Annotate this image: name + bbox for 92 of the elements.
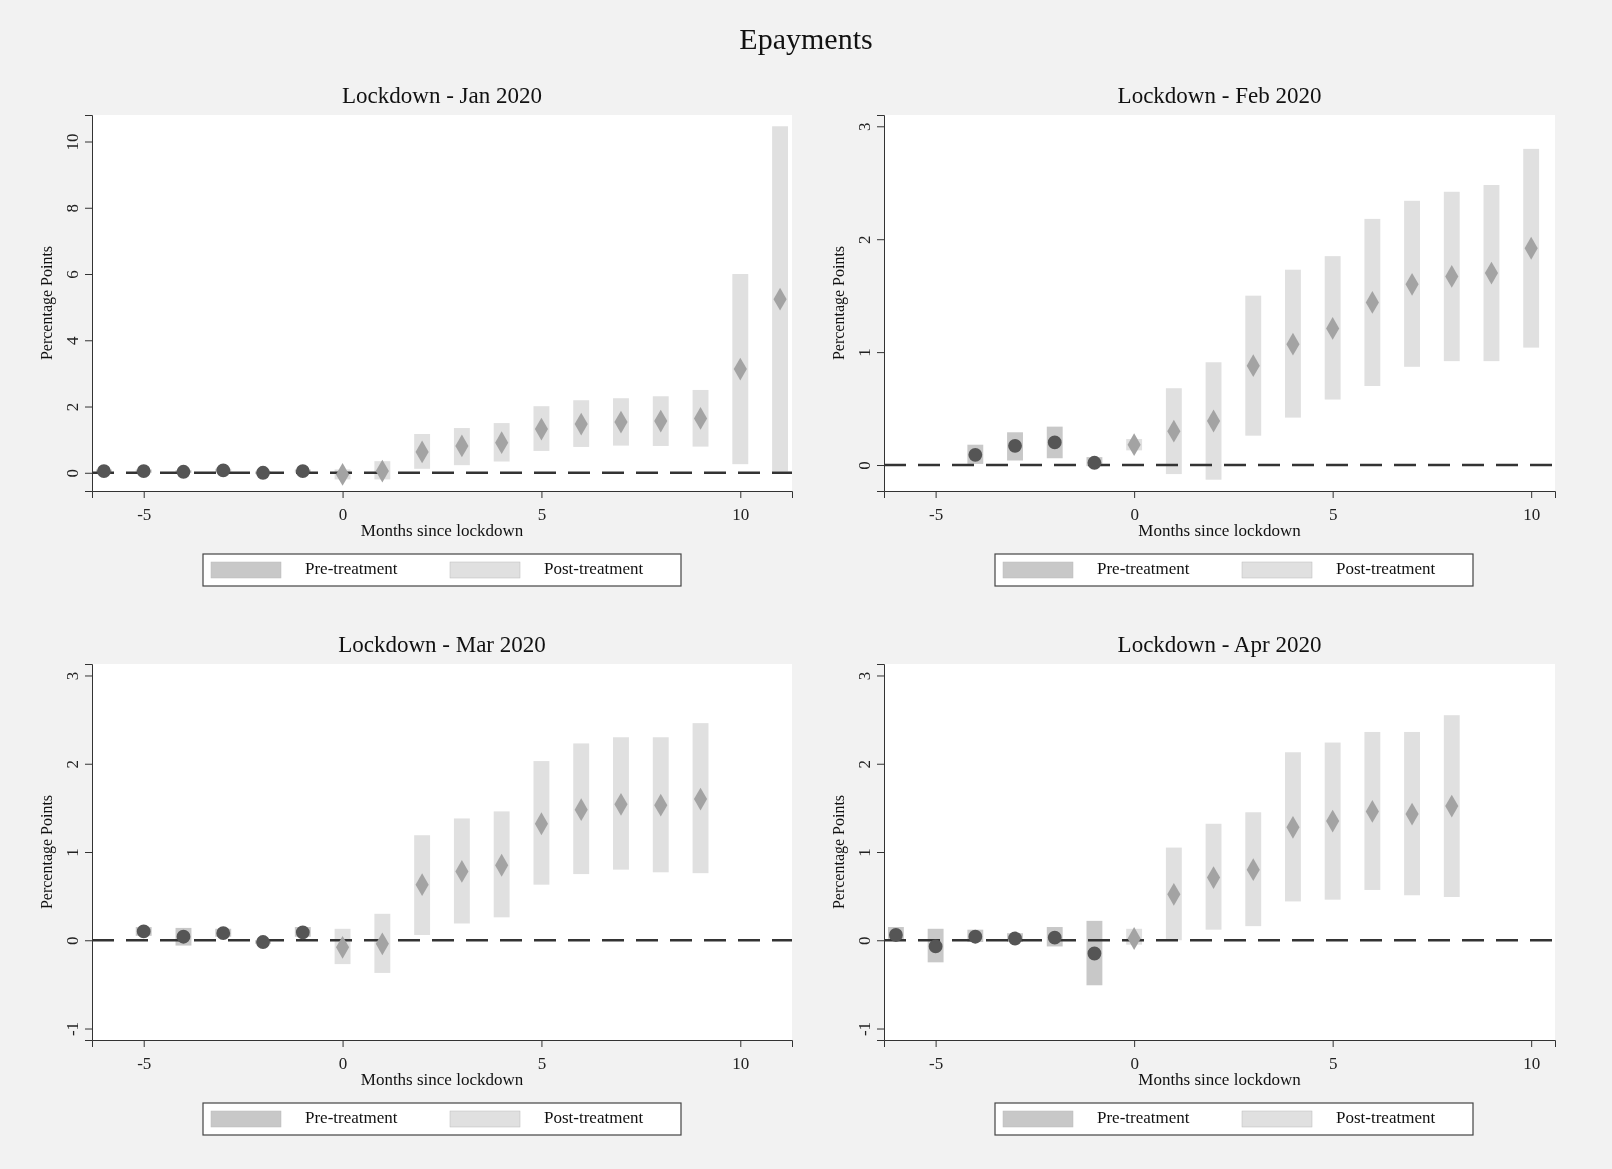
bar xyxy=(1364,218,1381,386)
bar xyxy=(1443,191,1460,362)
x-tick-label: 0 xyxy=(338,504,348,524)
bar xyxy=(613,737,629,870)
y-tick-label: 8 xyxy=(62,204,82,213)
x-tick-label: 5 xyxy=(1328,504,1338,524)
point xyxy=(256,465,270,480)
y-tick-label: 4 xyxy=(62,336,82,346)
bar xyxy=(1245,295,1262,436)
bar xyxy=(1523,148,1540,348)
bar xyxy=(1443,715,1460,898)
y-tick-label: 2 xyxy=(62,402,82,412)
x-tick-label: 10 xyxy=(1523,1053,1541,1073)
y-tick-label: 0 xyxy=(854,936,874,946)
legend-label: Post-treatment xyxy=(544,558,644,578)
y-tick-label: 3 xyxy=(62,671,82,681)
y-tick-label: 2 xyxy=(854,235,874,244)
legend-label: Pre-treatment xyxy=(305,558,398,578)
bar xyxy=(1205,362,1222,480)
bar xyxy=(1324,742,1341,900)
y-tick-label: -1 xyxy=(62,1021,82,1037)
chart-title: Lockdown - Mar 2020 xyxy=(338,632,546,657)
bar xyxy=(772,126,789,472)
point xyxy=(1087,946,1102,961)
x-tick-label: 5 xyxy=(1328,1053,1338,1073)
x-tick-label: 0 xyxy=(338,1053,348,1073)
y-tick-label: 6 xyxy=(62,270,82,279)
y-tick-label: 0 xyxy=(62,936,82,946)
y-axis-title: Percentage Points xyxy=(830,794,848,910)
bar xyxy=(1205,823,1222,930)
text: Epayments xyxy=(739,21,873,55)
bar xyxy=(1483,185,1500,362)
y-tick-label: 3 xyxy=(854,671,874,681)
point xyxy=(256,935,270,949)
bar xyxy=(1364,731,1381,890)
x-tick-label: -5 xyxy=(929,1053,944,1073)
x-tick-label: 10 xyxy=(732,1053,750,1073)
bar xyxy=(1324,256,1341,400)
bar xyxy=(533,761,550,885)
y-tick-label: 0 xyxy=(62,469,82,478)
x-tick-label: -5 xyxy=(929,504,944,524)
bar xyxy=(1285,269,1301,418)
legend-label: Pre-treatment xyxy=(305,1107,398,1127)
point xyxy=(136,464,151,479)
x-tick-label: 0 xyxy=(1130,504,1139,524)
legend-label: Pre-treatment xyxy=(1097,1107,1190,1127)
bar xyxy=(493,811,510,918)
bar xyxy=(1245,812,1262,927)
x-tick-label: 10 xyxy=(1523,504,1541,524)
chart-title: Lockdown - Apr 2020 xyxy=(1117,632,1322,657)
point xyxy=(216,926,231,941)
x-axis-title: Months since lockdown xyxy=(1138,1070,1302,1089)
x-tick-label: 5 xyxy=(537,1053,547,1073)
bar xyxy=(573,743,590,875)
legend-label: Post-treatment xyxy=(1336,558,1436,578)
chart-title: Lockdown - Jan 2020 xyxy=(342,83,542,108)
bar xyxy=(1404,731,1420,896)
y-tick-label: 10 xyxy=(62,133,82,151)
x-axis-title: Months since lockdown xyxy=(360,521,524,540)
y-axis-title: Percentage Points xyxy=(830,245,848,361)
y-tick-label: 0 xyxy=(854,461,874,470)
bar xyxy=(1285,752,1301,902)
x-tick-label: 10 xyxy=(732,504,750,524)
bar xyxy=(1404,200,1420,367)
point xyxy=(295,464,310,479)
point xyxy=(176,464,191,479)
chart-title: Lockdown - Feb 2020 xyxy=(1117,83,1322,108)
y-axis-title: Percentage Points xyxy=(38,245,56,361)
x-axis-title: Months since lockdown xyxy=(1138,521,1302,540)
y-tick-label: 3 xyxy=(854,122,874,132)
y-tick-label: 1 xyxy=(854,348,874,357)
x-tick-label: 5 xyxy=(537,504,547,524)
x-tick-label: 0 xyxy=(1130,1053,1139,1073)
bar xyxy=(414,835,431,935)
y-tick-label: 2 xyxy=(854,759,874,769)
x-tick-label: -5 xyxy=(137,504,152,524)
y-tick-label: 1 xyxy=(62,848,82,857)
legend-label: Post-treatment xyxy=(544,1107,644,1127)
x-axis-title: Months since lockdown xyxy=(360,1070,524,1089)
point xyxy=(216,463,231,478)
y-axis-title: Percentage Points xyxy=(38,794,56,910)
bar xyxy=(652,737,669,873)
bar xyxy=(692,723,709,874)
bar xyxy=(732,274,749,465)
bar xyxy=(453,818,470,924)
x-tick-label: -5 xyxy=(137,1053,152,1073)
y-tick-label: 1 xyxy=(854,848,874,857)
y-tick-label: -1 xyxy=(854,1021,874,1037)
y-tick-label: 2 xyxy=(62,759,82,769)
legend-label: Pre-treatment xyxy=(1097,558,1190,578)
legend-label: Post-treatment xyxy=(1336,1107,1436,1127)
point xyxy=(97,464,111,479)
